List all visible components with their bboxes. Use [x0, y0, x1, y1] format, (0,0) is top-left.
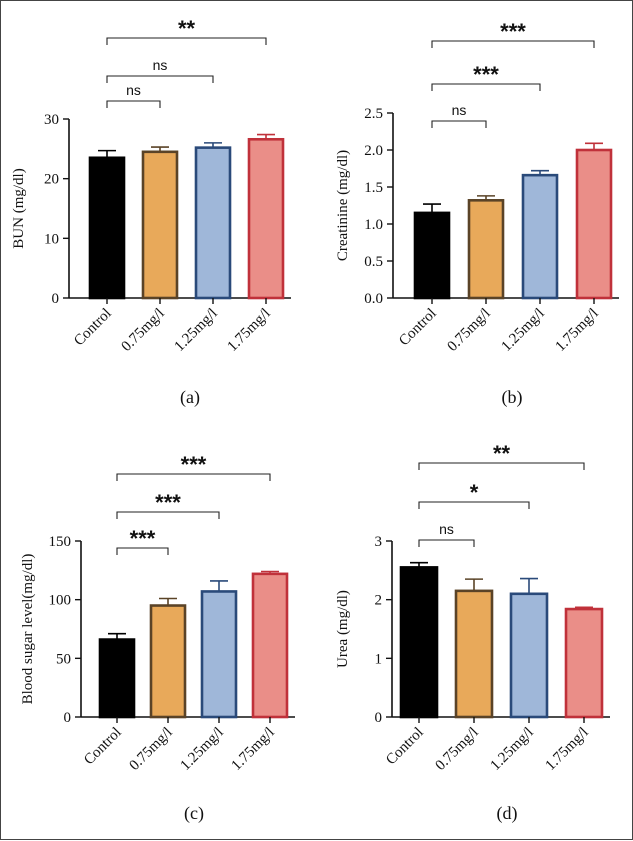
significance-bracket — [418, 539, 475, 547]
x-category-label: 0.75mg/l — [118, 306, 167, 355]
chart-panel-4: 0 1 2 3 Urea (mg/dl) Control 0.75mg/l 1.25mg/l 1… — [335, 441, 610, 824]
x-category-label: Control — [396, 306, 440, 350]
significance-bracket — [418, 462, 585, 470]
significance-bracket — [116, 547, 169, 555]
panel-label: (b) — [502, 387, 523, 408]
significance-label: *** — [181, 452, 207, 477]
significance-label: *** — [473, 62, 499, 87]
y-axis-title: Creatinine (mg/dl) — [335, 150, 351, 261]
x-category-label: 1.25mg/l — [487, 725, 536, 774]
significance-label: *** — [130, 526, 156, 551]
x-category-label: Control — [383, 725, 427, 769]
bar-4 — [251, 572, 289, 719]
chart-panel-2: 0.0 0.5 1.0 1.5 2.0 2.5 Creatinine (mg/dl) Cont… — [335, 19, 619, 408]
significance-label: ns — [439, 521, 454, 537]
significance-bracket — [106, 100, 161, 108]
chart-panel-1: 0 10 20 30 BUN (mg/dl) Control 0.75mg/l 1.25mg/… — [11, 16, 291, 408]
x-category-label: 0.75mg/l — [432, 725, 481, 774]
bar-3 — [194, 146, 232, 300]
y-tick-label: 1 — [375, 651, 383, 667]
y-tick-label: 1.0 — [364, 217, 383, 233]
y-tick-label: 50 — [56, 651, 71, 667]
y-axis-title: Urea (mg/dl) — [335, 590, 351, 668]
bar-1 — [98, 638, 136, 719]
bar-2 — [454, 589, 494, 719]
y-tick-label: 0 — [64, 710, 72, 726]
x-category-label: 0.75mg/l — [126, 725, 175, 774]
y-tick-label: 2.5 — [364, 106, 383, 122]
x-category-label: 1.25mg/l — [177, 725, 226, 774]
y-tick-label: 1.5 — [364, 180, 383, 196]
bar-3 — [200, 590, 238, 719]
y-tick-label: 0 — [52, 291, 60, 307]
significance-bracket — [418, 501, 530, 509]
significance-label: ns — [153, 57, 168, 73]
significance-bracket — [116, 511, 220, 519]
significance-bracket — [431, 40, 595, 48]
x-category-label: Control — [81, 725, 125, 769]
bar-4 — [575, 148, 613, 300]
bar-2 — [141, 150, 179, 300]
y-tick-label: 100 — [49, 593, 72, 609]
chart-panel-3: 0 50 100 150 Blood sugar level(mg/dl) Control… — [20, 452, 295, 824]
bar-2 — [467, 199, 505, 300]
significance-label: *** — [155, 490, 181, 515]
x-category-label: 1.25mg/l — [171, 306, 220, 355]
y-tick-label: 3 — [375, 534, 383, 550]
y-tick-label: 0.5 — [364, 254, 383, 270]
bar-1 — [399, 566, 439, 719]
y-tick-label: 2.0 — [364, 143, 383, 159]
y-axis-title: BUN (mg/dl) — [11, 168, 27, 248]
x-category-label: 1.75mg/l — [228, 725, 277, 774]
x-category-label: 1.25mg/l — [498, 306, 547, 355]
significance-label: *** — [500, 19, 526, 44]
x-category-label: Control — [71, 306, 115, 350]
bar-1 — [413, 211, 451, 300]
significance-bracket — [116, 473, 271, 481]
bar-1 — [88, 156, 126, 300]
x-category-label: 1.75mg/l — [552, 306, 601, 355]
y-tick-label: 150 — [49, 534, 72, 550]
bar-4 — [564, 607, 604, 719]
panel-label: (d) — [497, 803, 518, 824]
significance-label: ns — [452, 102, 467, 118]
y-tick-label: 20 — [44, 172, 59, 188]
y-tick-label: 0.0 — [364, 291, 383, 307]
y-tick-label: 10 — [44, 231, 59, 247]
significance-label: ** — [178, 16, 196, 41]
x-category-label: 0.75mg/l — [444, 306, 493, 355]
significance-bracket — [106, 37, 267, 45]
y-axis-title: Blood sugar level(mg/dl) — [20, 554, 36, 705]
bar-3 — [521, 173, 559, 300]
significance-label: * — [470, 480, 479, 505]
bar-3 — [509, 592, 549, 719]
significance-bracket — [106, 75, 214, 83]
panel-label: (c) — [184, 803, 204, 824]
significance-bracket — [431, 120, 487, 128]
bar-2 — [149, 604, 187, 719]
panel-label: (a) — [180, 387, 200, 408]
y-tick-label: 0 — [375, 710, 383, 726]
y-tick-label: 2 — [375, 593, 383, 609]
x-category-label: 1.75mg/l — [542, 725, 591, 774]
significance-label: ** — [493, 441, 511, 466]
y-tick-label: 30 — [44, 112, 59, 128]
bar-4 — [247, 137, 285, 300]
significance-label: ns — [126, 82, 141, 98]
x-category-label: 1.75mg/l — [224, 306, 273, 355]
significance-bracket — [431, 83, 541, 91]
